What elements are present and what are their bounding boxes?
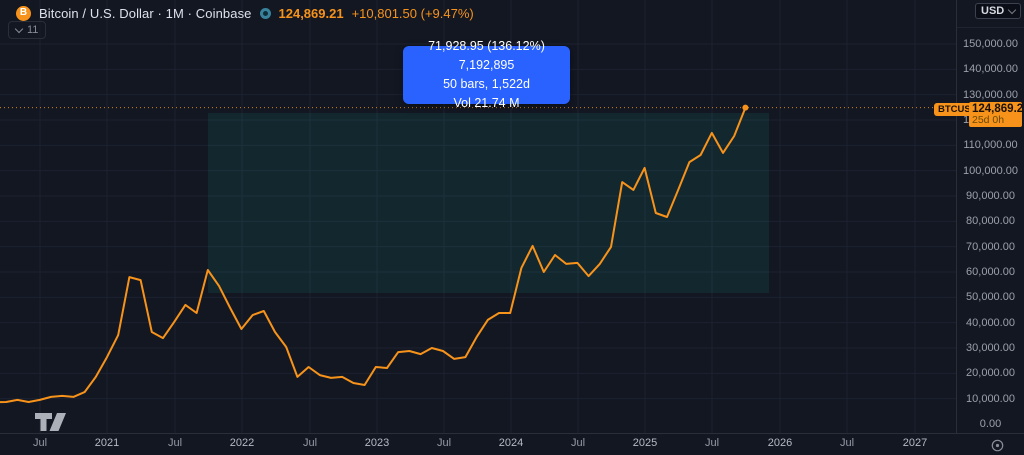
measure-bars-duration: 50 bars, 1,522d [443, 77, 530, 91]
price-tick-label: 20,000.00 [966, 367, 1015, 380]
last-price-axis-label: 124,869.21 25d 0h [969, 102, 1024, 128]
time-tick-label: Jul [167, 437, 183, 449]
chevron-down-icon [14, 24, 24, 34]
price-line-series[interactable] [0, 106, 747, 404]
price-tick-label: 130,000.00 [962, 88, 1019, 101]
time-tick-label: Jul [704, 437, 720, 449]
price-chart-canvas[interactable] [0, 0, 956, 433]
time-tick-label: 2023 [364, 437, 390, 449]
time-tick-label: 2025 [632, 437, 658, 449]
price-tick-label: 150,000.00 [962, 38, 1019, 50]
measure-price-change: 71,928.95 (136.12%) 7,192,895 [428, 39, 545, 72]
bitcoin-icon: B [16, 5, 31, 21]
price-axis-separator [956, 0, 957, 433]
market-status-icon [259, 7, 271, 19]
time-tick-label: Jul [302, 437, 318, 449]
measure-tooltip: 71,928.95 (136.12%) 7,192,895 50 bars, 1… [403, 39, 570, 110]
price-tick-label: 30,000.00 [966, 342, 1015, 354]
bar-countdown: 25d 0h [972, 114, 1005, 127]
symbol-title[interactable]: Bitcoin / U.S. Dollar · 1M · Coinbase [39, 5, 252, 21]
time-tick-label: 2022 [229, 437, 255, 449]
measure-rectangle[interactable] [208, 113, 769, 293]
price-tick-label: 60,000.00 [966, 266, 1015, 278]
currency-label: USD [981, 5, 1005, 17]
object-tree-badge[interactable]: 11 [8, 21, 47, 39]
timezone-settings-button[interactable] [988, 437, 1006, 454]
time-axis[interactable]: Jul 2021 Jul 2022 Jul 2023 Jul 2024 Jul 2025 Jul 20… [0, 434, 956, 455]
legend-last-price: 124,869.21 [278, 5, 344, 21]
price-axis[interactable]: 150,000.00140,000.00130,000.00120,000.00… [957, 0, 1024, 433]
price-tick-label: 100,000.00 [962, 164, 1019, 177]
time-tick-label: 2027 [902, 437, 928, 449]
measure-volume: Vol 21.74 M [453, 96, 520, 110]
tradingview-logo[interactable] [34, 412, 80, 432]
price-tick-label: 40,000.00 [966, 316, 1015, 329]
object-count: 11 [27, 24, 39, 36]
time-tick-label: 2021 [94, 437, 120, 449]
currency-dropdown[interactable]: USD [975, 3, 1021, 19]
price-tick-label: 140,000.00 [962, 63, 1019, 76]
time-tick-label: Jul [570, 437, 586, 449]
price-tick-label: 90,000.00 [966, 190, 1015, 202]
time-axis-separator [0, 433, 1024, 434]
price-tick-label: 10,000.00 [966, 392, 1015, 405]
symbol-legend: B Bitcoin / U.S. Dollar · 1M · Coinbase … [16, 4, 474, 22]
last-price-value: 124,869.21 [972, 103, 1024, 116]
time-tick-label: Jul [32, 437, 48, 449]
time-tick-label: 2024 [498, 437, 524, 449]
currency-section-separator [957, 27, 1024, 28]
price-tick-label: 110,000.00 [963, 139, 1018, 152]
price-tick-label: 50,000.00 [966, 291, 1015, 304]
circled-dot-icon [991, 439, 1003, 452]
time-tick-label: Jul [436, 437, 452, 449]
last-price-dot [742, 104, 749, 111]
time-tick-label: 2026 [767, 437, 793, 449]
price-tick-label: 70,000.00 [966, 240, 1015, 253]
price-tick-label: 80,000.00 [966, 215, 1015, 228]
time-tick-label: Jul [839, 437, 855, 449]
legend-price-change: +10,801.50 (+9.47%) [351, 5, 474, 21]
price-tick-label: 0.00 [979, 418, 1002, 430]
